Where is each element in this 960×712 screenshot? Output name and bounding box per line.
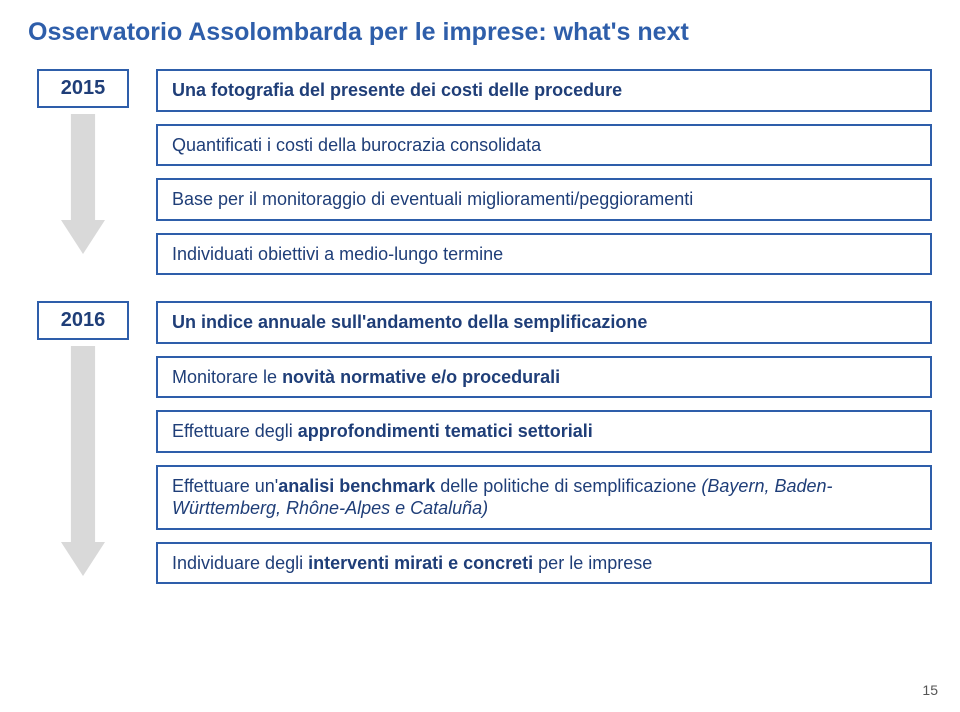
headline-2016: Un indice annuale sull'andamento della s… [156,301,932,344]
boxes-2016: Un indice annuale sull'andamento della s… [156,301,932,584]
info-box-2015: Individuati obiettivi a medio-lungo term… [156,233,932,276]
info-box-2016: Effettuare un'analisi benchmark delle po… [156,465,932,530]
arrow-2015 [61,114,105,259]
section-2016: 2016 Un indice annuale sull'andamento de… [28,301,932,584]
headline-2015: Una fotografia del presente dei costi de… [156,69,932,112]
arrow-down-icon [61,114,105,254]
info-box-2016: Effettuare degli approfondimenti tematic… [156,410,932,453]
boxes-2015: Una fotografia del presente dei costi de… [156,69,932,275]
info-box-2016: Monitorare le novità normative e/o proce… [156,356,932,399]
info-box-2015: Base per il monitoraggio di eventuali mi… [156,178,932,221]
year-2015-box: 2015 [37,69,130,108]
arrow-2016 [61,346,105,581]
year-2016-box: 2016 [37,301,130,340]
page-title: Osservatorio Assolombarda per le imprese… [28,18,932,47]
info-box-2015: Quantificati i costi della burocrazia co… [156,124,932,167]
page-number: 15 [922,682,938,698]
section-2015: 2015 Una fotografia del presente dei cos… [28,69,932,275]
leftcol-2015: 2015 [28,69,138,259]
info-box-2016: Individuare degli interventi mirati e co… [156,542,932,585]
leftcol-2016: 2016 [28,301,138,581]
arrow-down-icon [61,346,105,576]
